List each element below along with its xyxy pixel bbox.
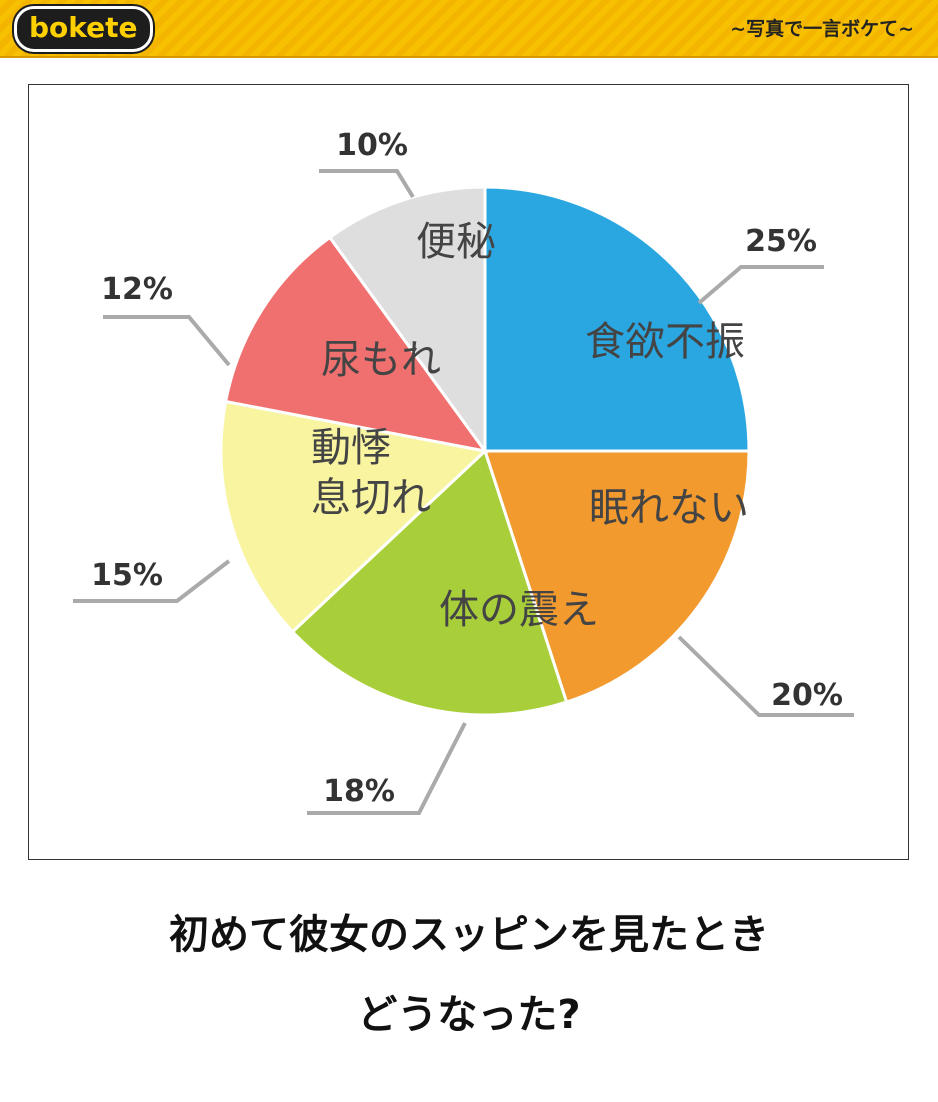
slice-label-5: 尿もれ	[321, 337, 441, 383]
photo-frame: 25% 食欲不振 20% 眠れない 18% 体の震え 15% 動悸 息切れ 12% 尿もれ 10% 便秘	[28, 84, 909, 860]
value-label-6: 10%	[336, 128, 408, 163]
slice-label-4-line-2: 息切れ	[311, 475, 431, 521]
slice-label-3: 体の震え	[439, 587, 599, 633]
pie-slice-5	[223, 235, 489, 454]
slice-label-4-line-1: 動悸	[311, 425, 391, 471]
pie-slice-6	[327, 185, 487, 456]
bokete-logo[interactable]: bokete	[14, 6, 153, 52]
leader-line-2	[677, 635, 854, 717]
site-tagline: ~写真で一言ボケて~	[730, 18, 914, 40]
pie-slice-2	[482, 449, 751, 704]
slice-label-2: 眠れない	[589, 485, 749, 531]
value-label-1: 25%	[745, 224, 817, 259]
pie-slice-4	[219, 399, 489, 634]
leader-line-5	[103, 315, 231, 367]
leader-line-1	[697, 265, 824, 305]
caption-line-1: 初めて彼女のスッピンを見たとき	[169, 912, 769, 958]
slice-label-6: 便秘	[416, 219, 496, 265]
value-label-4: 15%	[91, 558, 163, 593]
caption-line-2: どうなった?	[357, 992, 581, 1038]
app-header: bokete ~写真で一言ボケて~	[0, 0, 938, 58]
pie-slice-3	[290, 448, 569, 717]
value-label-3: 18%	[323, 774, 395, 809]
leader-line-3	[307, 722, 467, 815]
value-label-5: 12%	[101, 272, 173, 307]
slice-label-1: 食欲不振	[585, 319, 745, 365]
value-label-2: 20%	[771, 678, 843, 713]
pie-slice-1	[483, 185, 751, 453]
leader-line-4	[73, 559, 231, 603]
leader-line-6	[319, 169, 415, 199]
